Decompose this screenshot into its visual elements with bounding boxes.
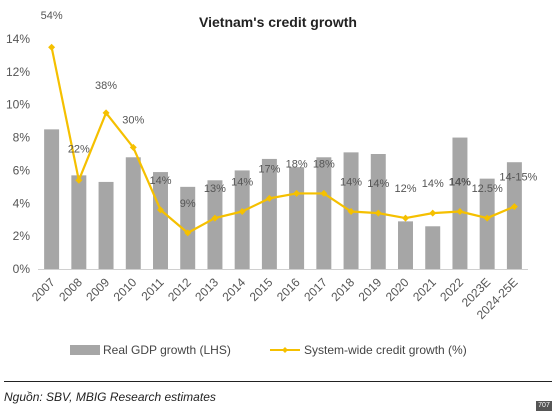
gdp-bars: [44, 129, 522, 269]
gdp-bar: [125, 157, 141, 269]
credit-point: [510, 203, 518, 211]
credit-line: [48, 43, 518, 237]
y-tick-label: 0%: [13, 262, 31, 276]
gdp-bar: [234, 170, 250, 269]
credit-point: [374, 209, 382, 217]
page-badge: 707: [536, 401, 552, 411]
credit-line-path: [50, 46, 515, 234]
credit-data-label: 30%: [122, 114, 144, 126]
gdp-bar: [44, 129, 60, 269]
credit-data-label: 14%: [367, 178, 389, 190]
credit-point: [211, 214, 219, 222]
credit-point: [48, 43, 56, 51]
credit-point: [238, 208, 246, 215]
credit-point: [456, 208, 464, 215]
gdp-bar: [506, 162, 522, 269]
credit-data-label: 18%: [313, 158, 335, 170]
x-tick-label: 2007: [29, 275, 58, 304]
credit-data-label: 12.5%: [472, 183, 503, 195]
x-tick-label: 2009: [83, 275, 112, 304]
gdp-bar: [425, 226, 441, 269]
x-tick-label: 2018: [328, 275, 357, 304]
legend-label-credit: System-wide credit growth (%): [304, 343, 467, 357]
credit-point: [184, 229, 192, 237]
credit-point: [429, 209, 437, 217]
credit-data-label: 14%: [149, 175, 171, 187]
legend-marker-credit: [282, 347, 288, 353]
credit-data-label: 13%: [204, 183, 226, 195]
legend-label-gdp: Real GDP growth (LHS): [103, 343, 231, 357]
gdp-bar: [479, 178, 495, 269]
credit-point: [265, 194, 273, 202]
credit-point: [293, 189, 301, 197]
y-tick-label: 12%: [6, 65, 30, 79]
y-tick-label: 6%: [13, 163, 31, 177]
source-note: Nguồn: SBV, MBIG Research estimates: [4, 390, 216, 404]
legend: Real GDP growth (LHS) System-wide credit…: [70, 343, 467, 357]
credit-growth-chart: Vietnam's credit growth 0% 2% 4% 6% 8% 10% 12%…: [6, 10, 538, 357]
credit-data-label: 14-15%: [499, 172, 537, 184]
y-tick-label: 2%: [13, 229, 31, 243]
gdp-bar: [261, 158, 277, 269]
credit-data-label: 38%: [95, 80, 117, 92]
legend-swatch-gdp: [70, 345, 100, 355]
gdp-bar: [289, 167, 305, 269]
x-tick-label: 2008: [56, 275, 85, 304]
y-tick-label: 10%: [6, 98, 30, 112]
x-tick-label: 2020: [383, 275, 412, 304]
gdp-bar: [180, 186, 196, 269]
x-tick-label: 2011: [138, 275, 166, 303]
chart-title: Vietnam's credit growth: [199, 14, 357, 30]
x-tick-label: 2021: [410, 275, 439, 304]
gdp-bar: [316, 157, 332, 269]
gdp-bar: [452, 137, 468, 269]
y-axis: 0% 2% 4% 6% 8% 10% 12% 14%: [6, 32, 30, 276]
x-tick-label: 2016: [274, 275, 303, 304]
x-tick-label: 2012: [165, 275, 194, 304]
x-tick-label: 2015: [247, 275, 276, 304]
x-tick-label: 2019: [356, 275, 385, 304]
gdp-bar: [98, 181, 114, 269]
credit-data-labels: 54%22%38%30%14%9%13%14%17% 18% 18%14% 14% 12…: [41, 10, 538, 210]
gdp-bar: [398, 221, 413, 269]
x-tick-label: 2013: [192, 275, 221, 304]
credit-data-label: 18%: [286, 158, 308, 170]
credit-data-label: 9%: [180, 198, 196, 210]
credit-data-label: 17%: [258, 163, 280, 175]
y-tick-label: 4%: [13, 196, 31, 210]
gdp-bar: [71, 175, 87, 269]
x-tick-label: 2014: [220, 275, 249, 304]
credit-point: [157, 206, 164, 214]
credit-point: [402, 214, 409, 222]
y-tick-label: 14%: [6, 32, 30, 46]
credit-data-label: 14%: [422, 178, 444, 190]
credit-point: [347, 208, 355, 215]
credit-point: [102, 109, 110, 117]
credit-point: [75, 176, 83, 184]
credit-data-label: 14%: [340, 177, 362, 189]
credit-data-label: 14%: [231, 177, 253, 189]
gdp-bar: [207, 180, 223, 269]
source-divider: [4, 381, 552, 382]
x-tick-label: 2010: [111, 275, 140, 304]
credit-data-label: 22%: [68, 143, 90, 155]
credit-data-label: 14%: [449, 177, 471, 189]
gdp-bar: [153, 172, 168, 269]
credit-point: [483, 214, 491, 222]
y-tick-label: 8%: [13, 131, 31, 145]
credit-data-label: 12%: [394, 183, 416, 195]
credit-data-label: 54%: [41, 10, 63, 22]
x-tick-label: 2017: [301, 275, 330, 304]
credit-point: [320, 189, 328, 197]
credit-point: [129, 143, 137, 151]
